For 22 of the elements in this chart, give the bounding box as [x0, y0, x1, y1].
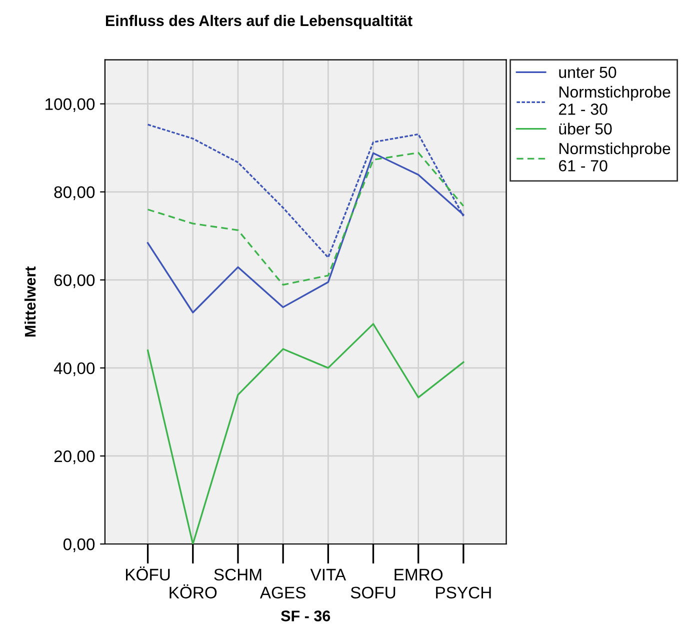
- x-tick-label: SCHM: [214, 568, 262, 581]
- x-tick-label: PSYCH: [436, 586, 491, 599]
- y-tick-label: 80,00: [54, 186, 95, 200]
- x-tick-label: KÖRO: [170, 584, 217, 599]
- y-tick-label: 40,00: [54, 362, 95, 376]
- x-tick-label: EMRO: [394, 568, 443, 581]
- line-series: [146, 323, 464, 544]
- line-series: [146, 152, 464, 286]
- x-tick-label: KÖFU: [126, 566, 170, 581]
- y-tick-label: 0,00: [63, 538, 95, 552]
- legend-label: Normstichprobe 61 - 70: [559, 142, 670, 172]
- x-tick-label: VITA: [310, 568, 346, 580]
- y-axis-title: Mittelwert: [24, 266, 36, 337]
- x-tick-label: SOFU: [350, 586, 396, 599]
- legend-label: über 50: [559, 122, 612, 135]
- x-tick-label: AGES: [260, 586, 306, 599]
- x-axis-title: SF - 36: [281, 610, 330, 622]
- chart-title: Einfluss des Alters auf die Lebensqualtität: [106, 14, 412, 30]
- y-tick-label: 20,00: [54, 450, 95, 464]
- legend-label: unter 50: [559, 66, 616, 78]
- y-tick-label: 60,00: [54, 274, 95, 288]
- y-tick-label: 100,00: [46, 98, 95, 112]
